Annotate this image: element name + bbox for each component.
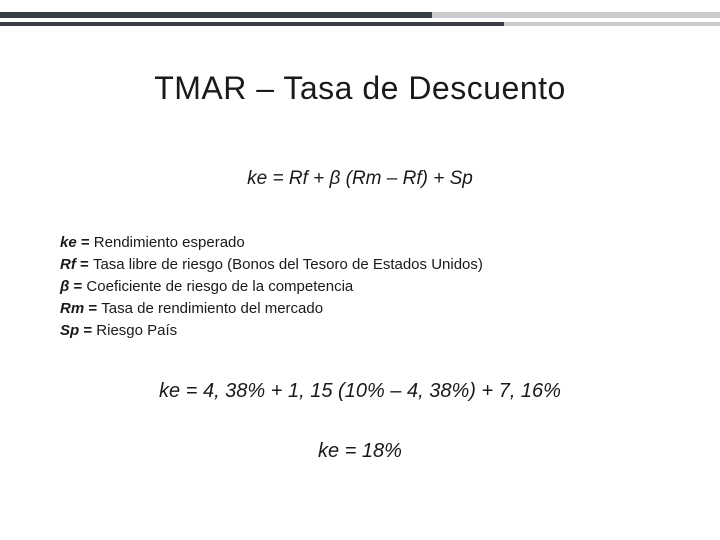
definition-symbol: Rf (60, 256, 76, 273)
definition-row: Rm = Tasa de rendimiento del mercado (60, 298, 660, 319)
definition-symbol: Rm (60, 300, 84, 317)
formula-result: ke = 18% (0, 440, 720, 463)
definition-symbol: Sp (60, 322, 79, 339)
definition-symbol: ke (60, 234, 77, 251)
definition-text: Tasa de rendimiento del mercado (101, 300, 323, 317)
decor-rule-1 (0, 12, 720, 18)
definitions-list: ke = Rendimiento esperado Rf = Tasa libr… (60, 232, 660, 342)
slide-title: TMAR – Tasa de Descuento (0, 70, 720, 107)
definition-row: ke = Rendimiento esperado (60, 232, 660, 253)
definition-text: Tasa libre de riesgo (Bonos del Tesoro d… (93, 256, 483, 273)
definition-text: Rendimiento esperado (94, 234, 245, 251)
definition-row: Sp = Riesgo País (60, 320, 660, 341)
formula-main: ke = Rf + β (Rm – Rf) + Sp (0, 168, 720, 190)
definition-text: Coeficiente de riesgo de la competencia (86, 278, 353, 295)
definition-row: β = Coeficiente de riesgo de la competen… (60, 276, 660, 297)
definition-row: Rf = Tasa libre de riesgo (Bonos del Tes… (60, 254, 660, 275)
definition-symbol: β (60, 278, 69, 295)
decor-rule-2 (0, 22, 720, 26)
definition-text: Riesgo País (96, 322, 177, 339)
formula-substitution: ke = 4, 38% + 1, 15 (10% – 4, 38%) + 7, … (0, 380, 720, 403)
